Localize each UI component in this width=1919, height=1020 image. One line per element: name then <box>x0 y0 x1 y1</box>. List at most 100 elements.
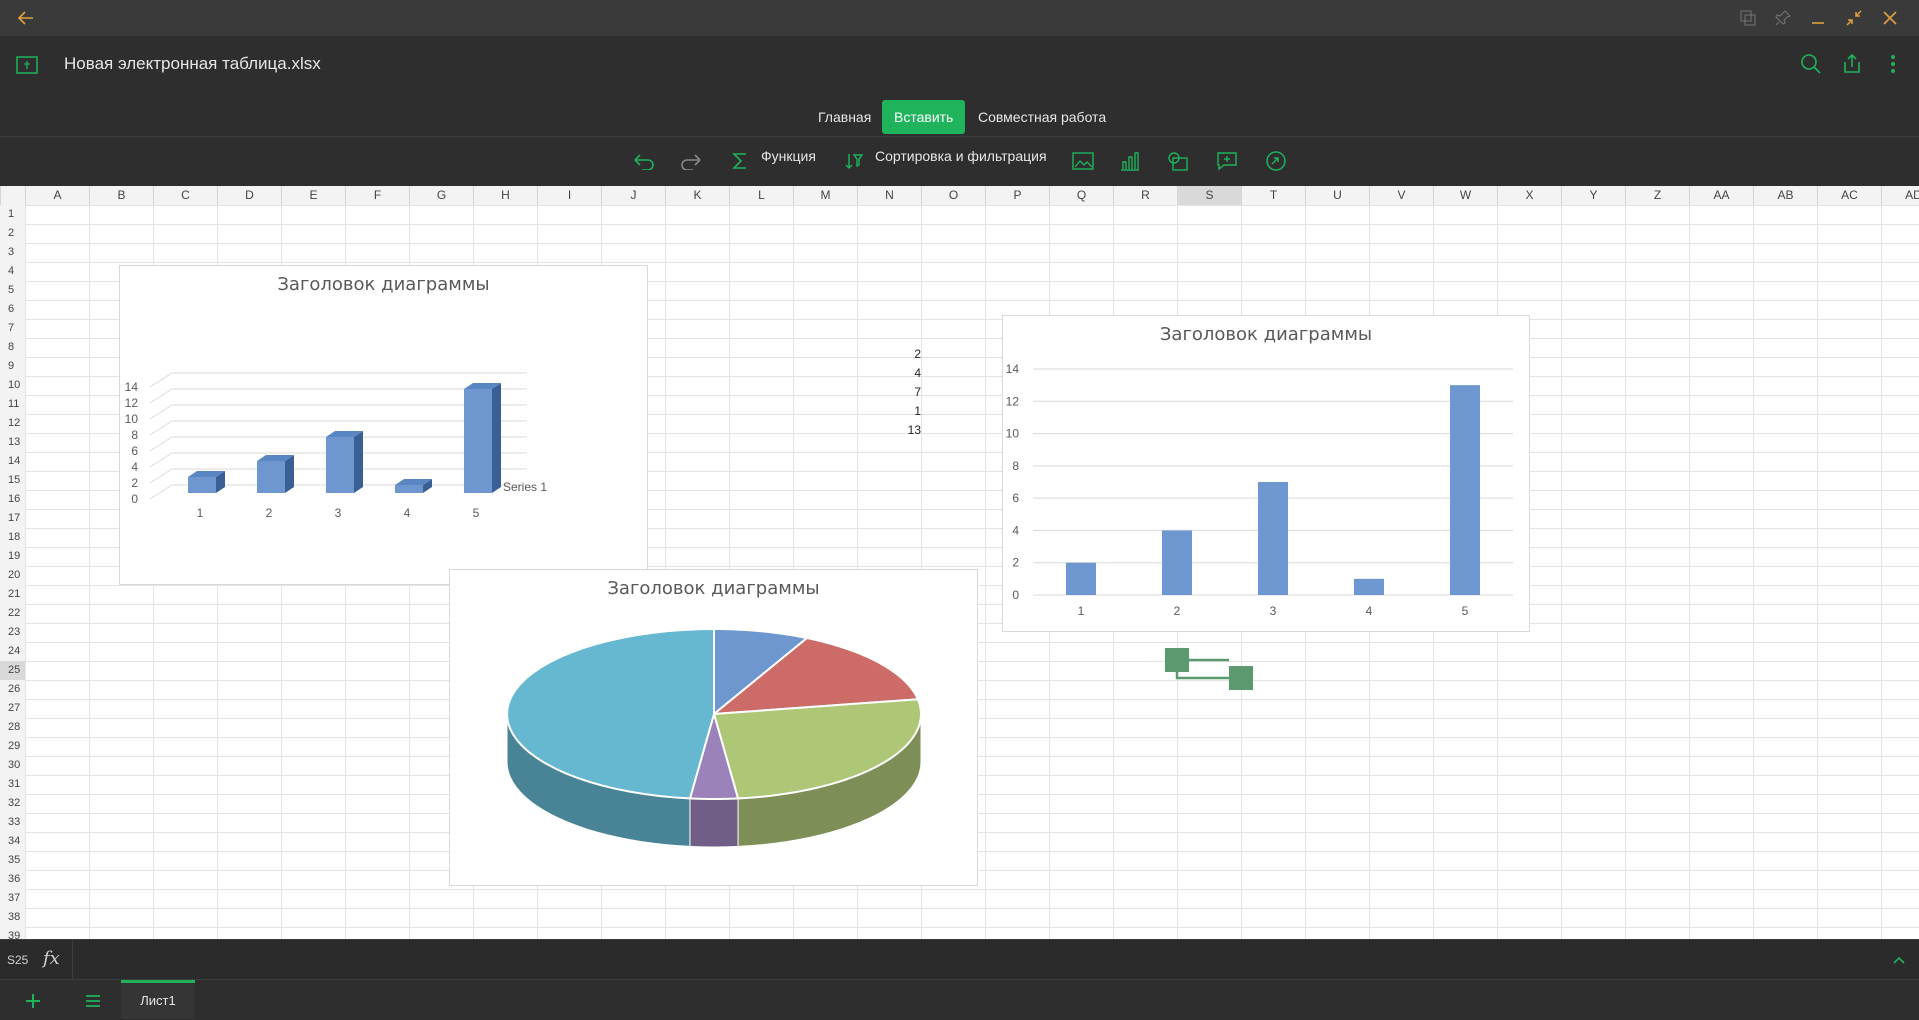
row-header[interactable]: 3 <box>8 246 15 258</box>
row-header[interactable]: 32 <box>8 797 21 809</box>
column-header[interactable]: I <box>537 186 601 205</box>
chevron-up-icon[interactable] <box>1888 950 1910 970</box>
row-header[interactable]: 7 <box>8 322 15 334</box>
row-header[interactable]: 18 <box>8 531 21 543</box>
column-header[interactable]: V <box>1369 186 1433 205</box>
pin-icon[interactable] <box>1771 6 1795 30</box>
column-header[interactable]: D <box>217 186 281 205</box>
cell-N9[interactable]: 2 <box>914 347 921 361</box>
column-header[interactable]: O <box>921 186 985 205</box>
share-icon[interactable] <box>1839 51 1865 77</box>
tab-insert[interactable]: Вставить <box>882 100 966 134</box>
column-header[interactable]: Q <box>1049 186 1113 205</box>
row-header[interactable]: 4 <box>8 265 15 277</box>
select-all-corner[interactable] <box>0 186 25 205</box>
column-header[interactable]: H <box>473 186 537 205</box>
column-header[interactable]: R <box>1113 186 1177 205</box>
undo-icon[interactable] <box>630 148 658 174</box>
column-header[interactable]: G <box>409 186 473 205</box>
row-header[interactable]: 2 <box>8 227 15 239</box>
row-header[interactable]: 26 <box>8 683 21 695</box>
column-header[interactable]: P <box>985 186 1049 205</box>
cell-N11[interactable]: 7 <box>914 385 921 399</box>
comment-icon[interactable] <box>1214 148 1240 174</box>
chart-3d-pie[interactable]: Заголовок диаграммы <box>449 569 978 886</box>
row-header[interactable]: 22 <box>8 607 21 619</box>
sort-filter-button[interactable]: Сортировка и фильтрация <box>875 148 1047 164</box>
column-header[interactable]: E <box>281 186 345 205</box>
column-header[interactable]: U <box>1305 186 1369 205</box>
column-header[interactable]: K <box>665 186 729 205</box>
chart-3d-column[interactable]: Заголовок диаграммы 0 2 4 6 8 10 12 14 1 2 3 4 5 Seri… <box>119 265 648 585</box>
shape-icon[interactable] <box>1165 148 1191 174</box>
row-header[interactable]: 39 <box>8 930 21 939</box>
sort-filter-icon[interactable] <box>843 148 865 174</box>
row-header[interactable]: 34 <box>8 835 21 847</box>
row-header[interactable]: 38 <box>8 911 21 923</box>
minimize-icon[interactable] <box>1806 6 1830 30</box>
cell-N10[interactable]: 4 <box>914 366 921 380</box>
fx-icon[interactable]: fx <box>43 948 60 969</box>
row-header[interactable]: 30 <box>8 759 21 771</box>
row-header[interactable]: 27 <box>8 702 21 714</box>
column-header[interactable]: M <box>793 186 857 205</box>
column-header[interactable]: F <box>345 186 409 205</box>
row-header[interactable]: 37 <box>8 892 21 904</box>
selection-handles[interactable] <box>1160 646 1260 696</box>
column-header[interactable]: Y <box>1561 186 1625 205</box>
row-header[interactable]: 35 <box>8 854 21 866</box>
row-header[interactable]: 1 <box>8 208 15 220</box>
column-header[interactable]: N <box>857 186 921 205</box>
formula-input[interactable] <box>72 940 1873 980</box>
image-icon[interactable] <box>1070 148 1096 174</box>
column-header[interactable]: W <box>1433 186 1497 205</box>
column-header[interactable]: J <box>601 186 665 205</box>
redo-icon[interactable] <box>677 148 705 174</box>
row-header[interactable]: 11 <box>8 398 20 410</box>
column-header[interactable]: AA <box>1689 186 1753 205</box>
row-header[interactable]: 24 <box>8 645 21 657</box>
tab-home[interactable]: Главная <box>818 109 872 125</box>
row-header[interactable]: 9 <box>8 360 15 372</box>
row-header[interactable]: 14 <box>8 455 21 467</box>
row-header[interactable]: 16 <box>8 493 21 505</box>
row-header[interactable]: 29 <box>8 740 21 752</box>
column-header[interactable]: T <box>1241 186 1305 205</box>
close-icon[interactable] <box>1878 6 1902 30</box>
cell-N13[interactable]: 13 <box>907 423 921 437</box>
chart-column[interactable]: Заголовок диаграммы 0 2 4 6 8 10 12 14 1 2 3 4 5 <box>1002 315 1530 632</box>
sheet-list-icon[interactable] <box>80 988 106 1014</box>
row-header[interactable]: 28 <box>8 721 21 733</box>
column-header[interactable]: AD <box>1881 186 1919 205</box>
row-header[interactable]: 23 <box>8 626 21 638</box>
restore-icon[interactable] <box>1842 6 1866 30</box>
row-header[interactable]: 36 <box>8 873 21 885</box>
row-header[interactable]: 12 <box>8 417 21 429</box>
column-header[interactable]: L <box>729 186 793 205</box>
column-header[interactable]: B <box>89 186 153 205</box>
cell-reference[interactable]: S25 <box>7 953 29 967</box>
hyperlink-icon[interactable] <box>1263 148 1289 174</box>
add-sheet-icon[interactable] <box>20 988 46 1014</box>
row-header[interactable]: 19 <box>8 550 21 562</box>
column-header[interactable]: C <box>153 186 217 205</box>
column-header[interactable]: Z <box>1625 186 1689 205</box>
more-menu-icon[interactable] <box>1880 51 1906 77</box>
row-header[interactable]: 21 <box>8 588 21 600</box>
row-header[interactable]: 6 <box>8 303 15 315</box>
tab-collaboration[interactable]: Совместная работа <box>978 109 1107 125</box>
sheet-tab[interactable]: Лист1 <box>121 980 195 1019</box>
column-header[interactable]: A <box>25 186 89 205</box>
row-header[interactable]: 5 <box>8 284 15 296</box>
search-icon[interactable] <box>1798 51 1824 77</box>
row-header[interactable]: 15 <box>8 474 21 486</box>
function-button[interactable]: Функция <box>761 148 816 164</box>
row-header[interactable]: 8 <box>8 341 15 353</box>
row-header[interactable]: 33 <box>8 816 21 828</box>
column-header[interactable]: AC <box>1817 186 1881 205</box>
column-header[interactable]: S <box>1177 186 1241 205</box>
chart-icon[interactable] <box>1117 148 1143 174</box>
row-header[interactable]: 10 <box>8 379 21 391</box>
cell-N12[interactable]: 1 <box>914 404 921 418</box>
back-arrow-icon[interactable] <box>14 6 38 30</box>
